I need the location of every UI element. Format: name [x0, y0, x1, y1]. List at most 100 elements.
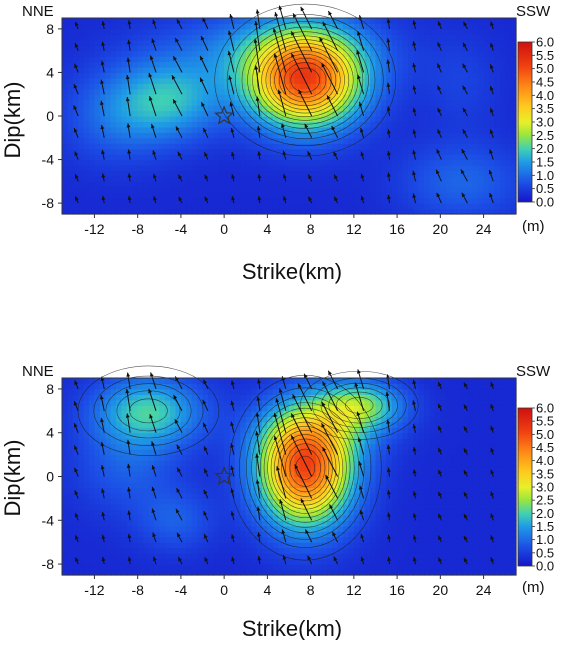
heatmap-cell	[424, 160, 430, 166]
heatmap-cell	[127, 542, 133, 548]
heatmap-cell	[246, 411, 252, 417]
heatmap-cell	[403, 94, 409, 100]
heatmap-cell	[89, 116, 95, 122]
heatmap-cell	[138, 422, 144, 428]
heatmap-cell	[121, 160, 127, 166]
heatmap-cell	[230, 138, 236, 144]
heatmap-cell	[67, 553, 73, 559]
heatmap-cell	[273, 405, 279, 411]
heatmap-cell	[430, 83, 436, 89]
heatmap-cell	[505, 100, 511, 106]
heatmap-cell	[208, 526, 214, 532]
heatmap-cell	[219, 564, 225, 570]
heatmap-cell	[500, 105, 506, 111]
heatmap-cell	[62, 509, 68, 515]
heatmap-cell	[121, 526, 127, 532]
heatmap-cell	[484, 100, 490, 106]
heatmap-cell	[127, 165, 133, 171]
heatmap-cell	[100, 548, 106, 554]
heatmap-cell	[478, 149, 484, 155]
heatmap-cell	[224, 493, 230, 499]
heatmap-cell	[94, 537, 100, 543]
heatmap-cell	[424, 45, 430, 51]
heatmap-cell	[197, 165, 203, 171]
heatmap-cell	[78, 455, 84, 461]
heatmap-cell	[338, 51, 344, 57]
heatmap-cell	[219, 400, 225, 406]
heatmap-cell	[343, 176, 349, 182]
heatmap-cell	[89, 471, 95, 477]
heatmap-cell	[138, 132, 144, 138]
heatmap-cell	[159, 127, 165, 133]
heatmap-cell	[89, 564, 95, 570]
heatmap-cell	[143, 192, 149, 198]
heatmap-cell	[440, 192, 446, 198]
heatmap-cell	[170, 471, 176, 477]
heatmap-cell	[278, 198, 284, 204]
heatmap-cell	[121, 493, 127, 499]
heatmap-cell	[235, 411, 241, 417]
heatmap-cell	[89, 187, 95, 193]
heatmap-cell	[467, 56, 473, 62]
heatmap-cell	[127, 116, 133, 122]
heatmap-cell	[89, 18, 95, 24]
heatmap-cell	[67, 23, 73, 29]
heatmap-cell	[73, 460, 79, 466]
heatmap-cell	[121, 520, 127, 526]
heatmap-cell	[240, 548, 246, 554]
heatmap-cell	[462, 51, 468, 57]
heatmap-cell	[419, 29, 425, 35]
heatmap-cell	[440, 100, 446, 106]
heatmap-cell	[159, 405, 165, 411]
heatmap-cell	[213, 176, 219, 182]
heatmap-cell	[105, 400, 111, 406]
heatmap-cell	[148, 132, 154, 138]
heatmap-cell	[116, 83, 122, 89]
heatmap-cell	[148, 520, 154, 526]
heatmap-cell	[354, 176, 360, 182]
heatmap-cell	[251, 154, 257, 160]
heatmap-cell	[224, 198, 230, 204]
heatmap-cell	[121, 553, 127, 559]
heatmap-cell	[78, 509, 84, 515]
heatmap-cell	[89, 40, 95, 46]
heatmap-cell	[89, 100, 95, 106]
heatmap-cell	[435, 34, 441, 40]
heatmap-cell	[208, 143, 214, 149]
heatmap-cell	[89, 143, 95, 149]
heatmap-cell	[370, 34, 376, 40]
heatmap-cell	[300, 170, 306, 176]
heatmap-cell	[78, 51, 84, 57]
heatmap-cell	[62, 72, 68, 78]
heatmap-cell	[132, 515, 138, 521]
heatmap-cell	[408, 72, 414, 78]
heatmap-cell	[473, 165, 479, 171]
heatmap-cell	[165, 515, 171, 521]
heatmap-cell	[240, 160, 246, 166]
heatmap-cell	[73, 389, 79, 395]
heatmap-cell	[224, 192, 230, 198]
heatmap-cell	[213, 83, 219, 89]
heatmap-cell	[186, 389, 192, 395]
heatmap-cell	[165, 78, 171, 84]
heatmap-cell	[84, 394, 90, 400]
heatmap-cell	[181, 553, 187, 559]
heatmap-cell	[300, 198, 306, 204]
heatmap-cell	[240, 449, 246, 455]
heatmap-cell	[467, 78, 473, 84]
heatmap-cell	[500, 160, 506, 166]
heatmap-cell	[67, 143, 73, 149]
heatmap-cell	[84, 165, 90, 171]
heatmap-cell	[170, 45, 176, 51]
heatmap-cell	[208, 509, 214, 515]
heatmap-cell	[159, 154, 165, 160]
heatmap-cell	[473, 111, 479, 117]
heatmap-cell	[370, 176, 376, 182]
heatmap-cell	[365, 154, 371, 160]
heatmap-cell	[257, 105, 263, 111]
heatmap-cell	[327, 170, 333, 176]
heatmap-cell	[327, 143, 333, 149]
heatmap-cell	[208, 67, 214, 73]
heatmap-cell	[262, 548, 268, 554]
heatmap-cell	[403, 78, 409, 84]
